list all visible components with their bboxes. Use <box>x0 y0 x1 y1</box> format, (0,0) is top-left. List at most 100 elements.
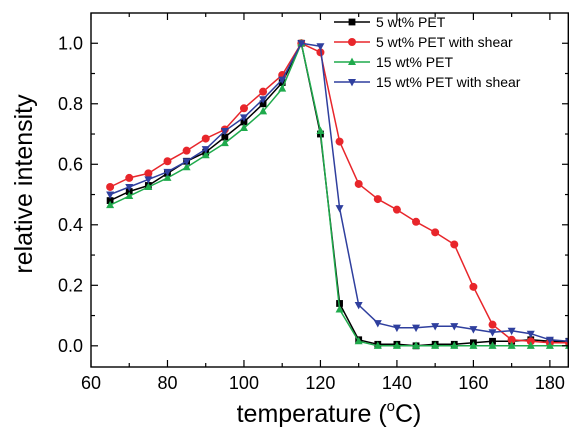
data-point <box>144 176 153 184</box>
data-point <box>545 336 554 345</box>
data-point <box>392 341 401 349</box>
data-point <box>507 341 516 349</box>
data-point <box>373 195 382 204</box>
data-point <box>412 324 421 333</box>
data-point <box>526 341 535 349</box>
data-point <box>488 320 497 329</box>
data-point <box>259 106 268 115</box>
data-point <box>106 197 114 204</box>
data-point <box>373 341 382 349</box>
data-point <box>259 100 267 108</box>
y-axis-ticks: 0.0 0.2 0.4 0.6 0.8 1.0 <box>58 33 569 356</box>
data-point <box>144 169 153 178</box>
x-tick-label: 160 <box>458 373 488 393</box>
data-point <box>526 330 535 339</box>
data-point <box>201 150 210 159</box>
data-point <box>259 96 268 104</box>
x-tick-label: 80 <box>157 373 177 393</box>
data-point <box>182 158 191 166</box>
data-point <box>182 146 191 155</box>
data-point <box>278 84 287 92</box>
data-point <box>239 114 248 122</box>
x-axis-label-degree: o <box>387 398 395 415</box>
y-tick-label: 0.8 <box>58 94 83 114</box>
data-point <box>469 282 478 291</box>
legend-marker <box>348 38 356 46</box>
data-point <box>392 324 401 333</box>
data-point <box>316 43 325 51</box>
legend-item-4: 15 wt% PET with shear <box>334 74 521 90</box>
data-point <box>354 179 363 188</box>
data-point <box>106 182 115 191</box>
x-tick-label: 180 <box>535 373 565 393</box>
data-point <box>507 335 516 344</box>
x-tick-label: 120 <box>305 373 335 393</box>
series-3 <box>106 38 569 349</box>
data-point <box>259 87 268 96</box>
data-point <box>469 341 478 349</box>
data-point <box>240 118 248 126</box>
plot-frame <box>90 12 569 368</box>
axes <box>90 12 569 368</box>
data-point <box>431 323 440 331</box>
data-point <box>125 173 134 182</box>
data-point <box>526 337 535 346</box>
legend-marker <box>348 57 356 65</box>
data-point <box>469 326 478 334</box>
data-point <box>545 341 554 349</box>
data-point <box>488 329 497 337</box>
plot-area <box>106 38 569 350</box>
legend-label: 5 wt% PET <box>376 14 446 30</box>
data-point <box>201 146 210 154</box>
legend-label: 5 wt% PET with shear <box>376 34 513 50</box>
legend-marker <box>348 79 356 87</box>
data-point <box>220 138 229 147</box>
data-point <box>201 134 210 143</box>
data-point <box>106 191 115 199</box>
legend: 5 wt% PET 5 wt% PET with shear 15 wt% PET 1… <box>334 14 521 90</box>
data-point <box>431 228 440 237</box>
y-tick-label: 0.4 <box>58 215 83 235</box>
x-axis-label-unit: C) <box>395 400 421 428</box>
data-point <box>450 240 459 249</box>
data-point <box>450 323 459 331</box>
data-point <box>450 341 459 349</box>
data-point <box>182 162 191 171</box>
data-point <box>278 76 287 84</box>
y-tick-label: 0.2 <box>58 275 83 295</box>
data-point <box>125 191 134 200</box>
data-point <box>125 188 133 195</box>
legend-item-2: 5 wt% PET with shear <box>334 34 513 50</box>
data-point <box>163 173 172 181</box>
data-point <box>392 205 401 214</box>
data-point <box>106 200 115 209</box>
x-tick-label: 140 <box>382 373 412 393</box>
legend-item-3: 15 wt% PET <box>334 54 453 70</box>
data-point <box>431 341 440 349</box>
data-point <box>373 320 382 328</box>
series-2 <box>106 39 569 347</box>
x-axis-label-main: temperature ( <box>237 400 388 428</box>
data-point <box>144 182 153 190</box>
data-point <box>488 341 497 349</box>
data-point <box>354 336 363 345</box>
data-point <box>507 327 516 336</box>
data-point <box>335 205 344 213</box>
data-point <box>221 133 229 141</box>
data-point <box>239 123 248 131</box>
legend-label: 15 wt% PET <box>376 54 453 70</box>
y-axis-label: relative intensity <box>10 94 38 274</box>
data-point <box>316 126 325 134</box>
legend-item-1: 5 wt% PET <box>334 14 446 30</box>
x-tick-label: 100 <box>229 373 259 393</box>
data-point <box>335 305 344 313</box>
data-point <box>297 40 306 48</box>
y-tick-label: 1.0 <box>58 33 83 53</box>
legend-marker <box>348 18 356 26</box>
y-tick-label: 0.6 <box>58 154 83 174</box>
legend-label: 15 wt% PET with shear <box>376 74 521 90</box>
data-point <box>239 104 248 113</box>
series-4 <box>106 40 569 346</box>
y-tick-label: 0.0 <box>58 336 83 356</box>
